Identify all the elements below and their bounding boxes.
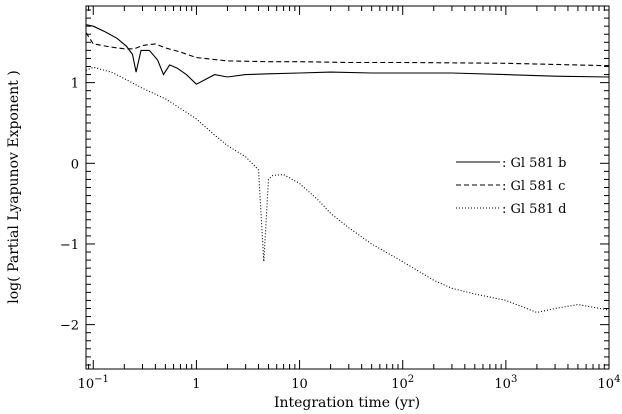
- series-layer: [85, 24, 610, 314]
- legend-entry-gl581d: : Gl 581 d: [502, 202, 566, 217]
- y-tick-label: 1: [71, 77, 79, 92]
- series-gl581c-line: [85, 32, 610, 67]
- x-tick-label: 10−1: [78, 374, 109, 392]
- series-gl581d-line: [85, 66, 610, 314]
- legend-entry-gl581c: : Gl 581 c: [502, 179, 565, 194]
- x-axis-title: Integration time (yr): [274, 395, 420, 411]
- y-axis-ticks: 1 0 −1 −2: [60, 9, 609, 366]
- legend-entry-gl581b: : Gl 581 b: [502, 156, 566, 171]
- x-tick-label: 104: [598, 374, 621, 392]
- series-gl581b-line: [85, 24, 610, 85]
- y-axis-title: log( Partial Lyapunov Exponent ): [6, 70, 22, 303]
- x-tick-label: 10: [291, 377, 308, 392]
- x-tick-label: 102: [391, 374, 414, 392]
- x-axis-ticks: 10−1 1 10 102 103 104: [78, 6, 621, 392]
- x-tick-label: 103: [494, 374, 517, 392]
- y-tick-label: −2: [60, 319, 79, 334]
- legend: : Gl 581 b : Gl 581 c : Gl 581 d: [456, 156, 566, 217]
- x-tick-label: 1: [192, 377, 200, 392]
- y-tick-label: 0: [71, 157, 79, 172]
- y-tick-label: −1: [60, 238, 79, 253]
